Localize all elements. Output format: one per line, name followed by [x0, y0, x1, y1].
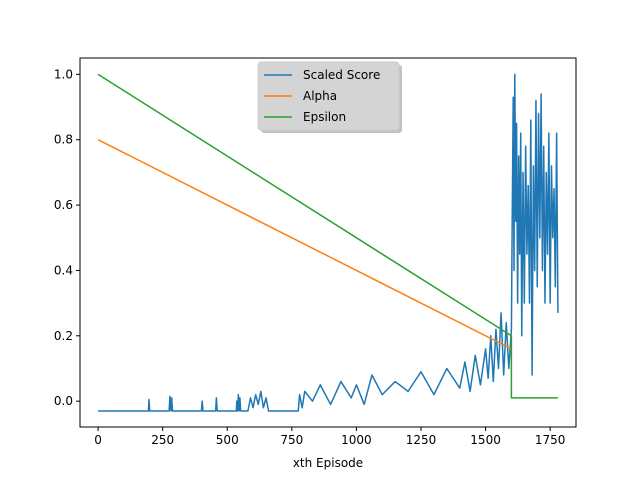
x-axis-ticks: 0 250 500 750 1000 1250 1500 1750	[94, 427, 565, 447]
legend-label-epsilon: Epsilon	[303, 110, 346, 124]
x-tick-label: 1500	[470, 433, 501, 447]
x-tick-label: 1000	[341, 433, 372, 447]
x-tick-label: 1750	[535, 433, 566, 447]
y-axis-ticks: 0.0 0.2 0.4 0.6 0.8 1.0	[54, 67, 80, 408]
legend-box	[257, 61, 400, 131]
axes-frame	[79, 57, 577, 428]
series-line-scaled-score	[98, 73, 559, 412]
x-tick-label: 750	[280, 433, 303, 447]
y-tick-label: 1.0	[54, 67, 73, 81]
legend-label-scaled-score: Scaled Score	[303, 68, 380, 82]
x-tick-label: 0	[94, 433, 102, 447]
legend-label-alpha: Alpha	[303, 89, 337, 103]
x-tick-label: 500	[216, 433, 239, 447]
y-tick-label: 0.8	[54, 133, 73, 147]
y-tick-label: 0.0	[54, 394, 73, 408]
series-line-epsilon	[97, 73, 558, 399]
y-tick-label: 0.2	[54, 329, 73, 343]
x-tick-label: 1250	[406, 433, 437, 447]
x-tick-label: 250	[151, 433, 174, 447]
series-layer	[97, 73, 559, 412]
legend: Scaled Score Alpha Epsilon	[257, 61, 402, 133]
plot-area	[79, 57, 577, 428]
y-tick-label: 0.6	[54, 198, 73, 212]
y-tick-label: 0.4	[54, 263, 73, 277]
series-line-alpha	[97, 139, 512, 350]
x-axis-label: xth Episode	[293, 456, 363, 470]
